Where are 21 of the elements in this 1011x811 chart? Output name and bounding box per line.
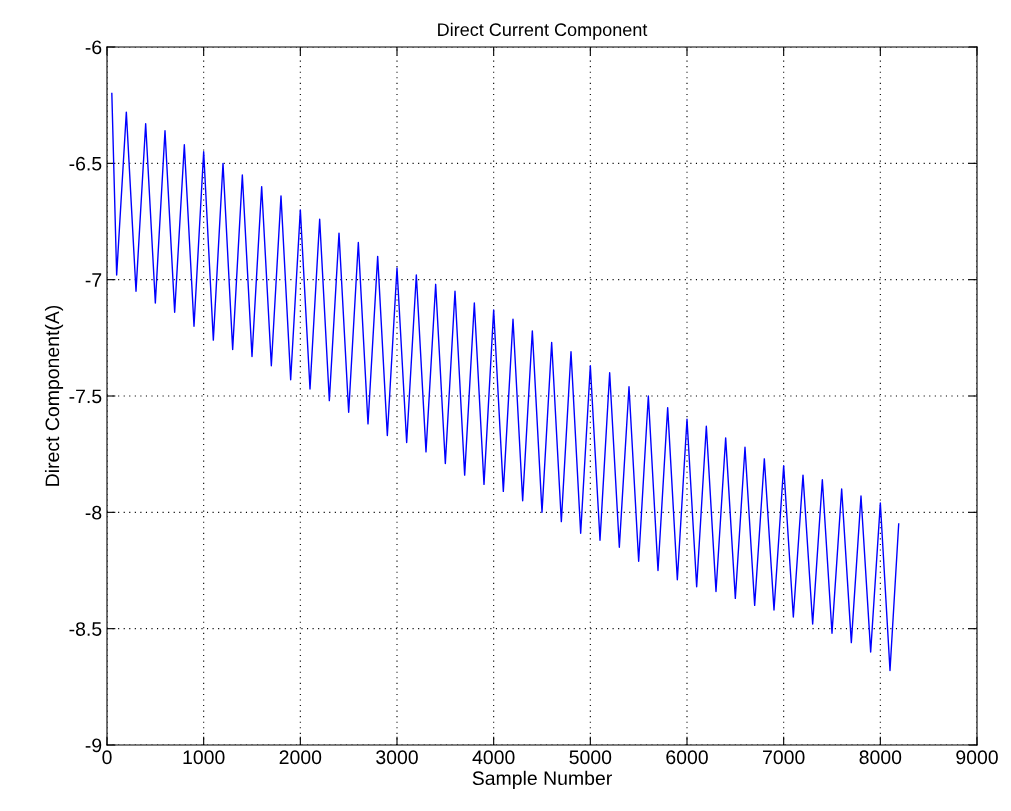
- x-axis-title: Sample Number: [472, 770, 612, 789]
- x-tick-label: 3000: [376, 750, 418, 765]
- x-tick-label: 4000: [472, 750, 515, 765]
- y-tick-label: -7: [85, 273, 102, 287]
- y-tick-label: -6: [85, 40, 102, 55]
- x-tick-label: 8000: [859, 750, 902, 765]
- y-tick-label: -9: [85, 738, 102, 753]
- y-tick-label: -8: [85, 505, 102, 520]
- chart-title: Direct Current Component: [438, 22, 648, 40]
- y-tick-label: -7.5: [69, 389, 102, 404]
- y-tick-label: -8.5: [69, 622, 102, 636]
- x-tick-label: 9000: [956, 750, 998, 765]
- x-tick-label: 2000: [279, 750, 322, 765]
- x-tick-label: 0: [102, 750, 112, 765]
- x-tick-label: 7000: [763, 750, 805, 765]
- line-series: [111, 92, 900, 672]
- y-axis-title: Direct Component(A): [44, 305, 64, 486]
- x-tick-label: 5000: [569, 750, 612, 765]
- x-tick-label: 6000: [666, 750, 708, 765]
- x-tick-label: 1000: [183, 750, 225, 765]
- y-tick-label: -6.5: [69, 156, 102, 171]
